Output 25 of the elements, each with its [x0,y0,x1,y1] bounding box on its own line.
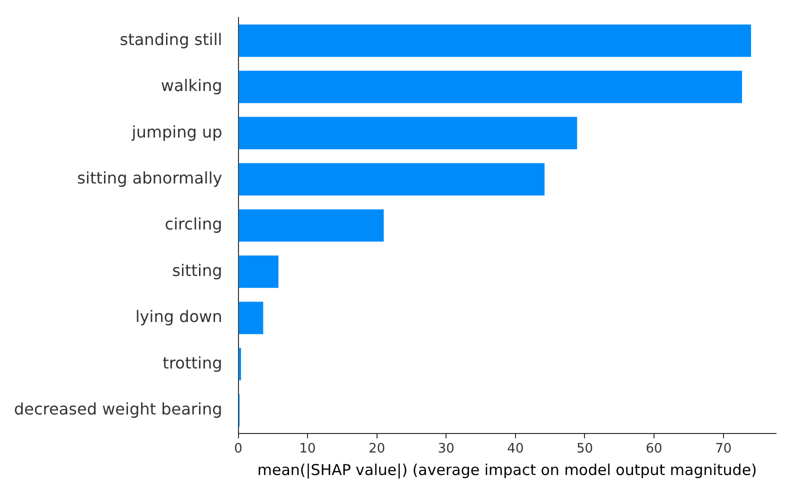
bar [238,302,264,334]
x-tick-label: 10 [299,442,316,457]
x-axis-title: mean(|SHAP value|) (average impact on model output magnitude) [257,460,757,479]
bar [238,116,578,150]
x-tick-label: 50 [576,442,594,457]
y-tick-label: trotting [162,353,222,372]
y-tick-label: standing still [120,30,222,49]
y-tick-label: circling [164,214,222,234]
bar [238,163,545,196]
y-tick-label: walking [160,76,222,96]
x-tick-label: 70 [715,442,732,457]
y-tick-label: sitting [172,260,222,280]
bar [238,24,752,57]
x-tick-label: 40 [507,442,524,457]
bar [238,70,742,104]
bar [238,256,278,288]
x-tick-label: 0 [234,442,242,457]
y-tick-label: lying down [135,307,222,326]
x-tick-label: 20 [368,442,386,457]
y-tick-label: decreased weight bearing [14,399,222,418]
bar [238,209,384,242]
x-tick-label: 30 [438,442,454,457]
y-tick-label: sitting abnormally [77,168,222,188]
y-tick-label: jumping up [130,122,222,142]
x-tick-label: 60 [646,442,662,457]
